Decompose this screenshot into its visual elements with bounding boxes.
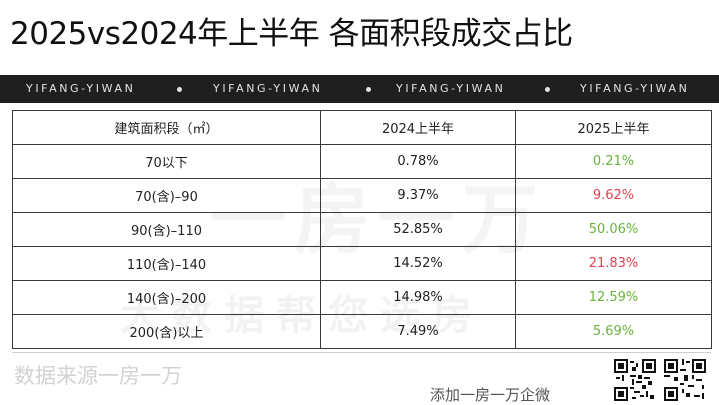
column-header-h1-2025: 2025上半年 [515, 110, 712, 145]
area-segment-cell: 110(含)–140 [12, 246, 321, 281]
divider [12, 352, 711, 353]
share-2024-cell: 0.78% [320, 144, 516, 179]
table-row: 200(含)以上 7.49% 5.69% [12, 314, 712, 349]
column-header-area-segment: 建筑面积段（㎡） [12, 110, 321, 145]
data-source-label: 数据来源一房一万 [14, 364, 182, 388]
banner-brand-text: YIFANG-YIWAN [580, 82, 690, 95]
share-2025-cell: 50.06% [515, 212, 712, 247]
banner-brand-text: YIFANG-YIWAN [213, 82, 323, 95]
area-segment-cell: 140(含)–200 [12, 280, 321, 315]
area-segment-cell: 200(含)以上 [12, 314, 321, 349]
share-2024-cell: 52.85% [320, 212, 516, 247]
page-title: 2025vs2024年上半年 各面积段成交占比 [10, 16, 573, 52]
share-2025-cell: 0.21% [515, 144, 712, 179]
qr-code-icon [664, 359, 706, 401]
share-2024-cell: 7.49% [320, 314, 516, 349]
banner-brand-text: YIFANG-YIWAN [26, 82, 136, 95]
share-2024-cell: 9.37% [320, 178, 516, 213]
banner-dot [545, 87, 550, 92]
share-2024-cell: 14.52% [320, 246, 516, 281]
area-segment-cell: 90(含)–110 [12, 212, 321, 247]
area-share-table: 建筑面积段（㎡） 2024上半年 2025上半年 70以下 0.78% 0.21… [12, 110, 712, 349]
table-header-row: 建筑面积段（㎡） 2024上半年 2025上半年 [12, 110, 712, 145]
table-row: 70以下 0.78% 0.21% [12, 144, 712, 179]
column-header-h1-2024: 2024上半年 [320, 110, 516, 145]
area-segment-cell: 70以下 [12, 144, 321, 179]
share-2024-cell: 14.98% [320, 280, 516, 315]
banner-dot [366, 87, 371, 92]
brand-banner: YIFANG-YIWAN YIFANG-YIWAN YIFANG-YIWAN Y… [0, 75, 719, 103]
table-row: 110(含)–140 14.52% 21.83% [12, 246, 712, 281]
share-2025-cell: 5.69% [515, 314, 712, 349]
table-row: 90(含)–110 52.85% 50.06% [12, 212, 712, 247]
table-row: 140(含)–200 14.98% 12.59% [12, 280, 712, 315]
table-row: 70(含)–90 9.37% 9.62% [12, 178, 712, 213]
banner-dot [177, 87, 182, 92]
banner-brand-text: YIFANG-YIWAN [396, 82, 506, 95]
follow-label: 添加一房一万企微 [430, 386, 551, 404]
share-2025-cell: 9.62% [515, 178, 712, 213]
share-2025-cell: 12.59% [515, 280, 712, 315]
share-2025-cell: 21.83% [515, 246, 712, 281]
qr-code-icon [614, 359, 656, 401]
area-segment-cell: 70(含)–90 [12, 178, 321, 213]
